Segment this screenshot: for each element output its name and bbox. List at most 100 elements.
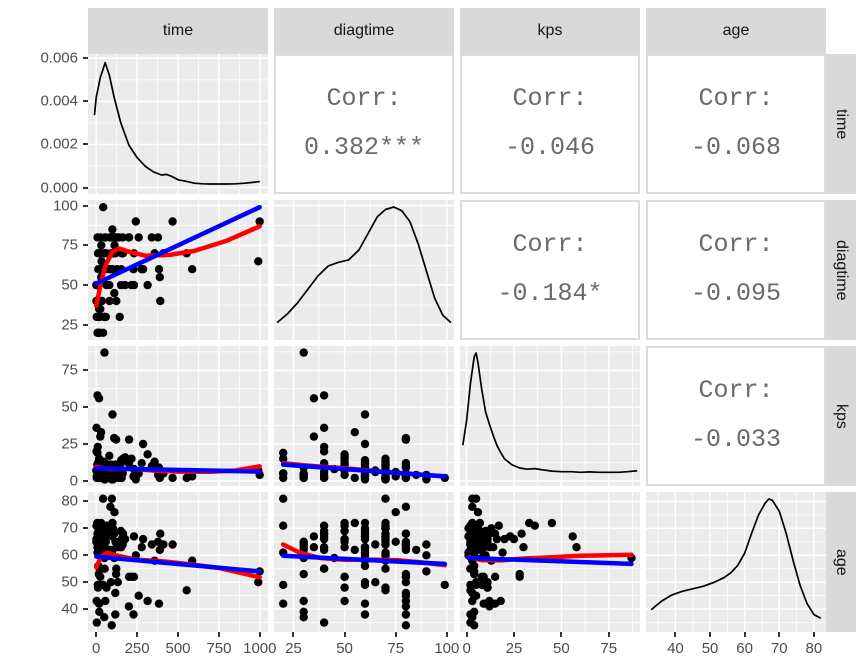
corr-label: Corr:	[512, 84, 588, 114]
density-plot-svg	[274, 200, 454, 340]
panel-density-age	[646, 492, 826, 632]
y-tick-mark	[83, 100, 88, 103]
y-tick-label: 25	[61, 435, 78, 453]
y-tick-mark	[83, 500, 88, 503]
y-tick-mark	[83, 369, 88, 372]
x-tick-mark	[709, 632, 712, 637]
x-tick-label: 0	[92, 640, 101, 657]
panel-corr-time-age: Corr: -0.068	[646, 54, 826, 194]
scatter-plot-svg	[274, 492, 454, 632]
x-tick-label: 40	[667, 640, 684, 657]
y-tick-label: 100	[52, 197, 78, 215]
y-tick-label: 60	[61, 546, 78, 564]
x-tick-label: 50	[553, 640, 570, 657]
x-tick-mark	[343, 632, 346, 637]
density-plot-svg	[460, 346, 640, 486]
panel-scatter-kps-vs-diagtime	[274, 346, 454, 486]
y-tick-label: 70	[61, 519, 78, 537]
y-axis-diagtime: 25 50 75 100	[0, 197, 88, 340]
x-tick-label: 60	[736, 640, 753, 657]
scatter-plot-svg	[88, 492, 268, 632]
y-tick-label: 0.004	[40, 92, 78, 110]
y-tick-mark	[83, 323, 88, 326]
panel-scatter-kps-vs-time	[88, 346, 268, 486]
y-tick-label: 50	[61, 398, 78, 416]
y-axis-time-density: 0.000 0.002 0.004 0.006	[0, 50, 88, 196]
corr-label: Corr:	[698, 84, 774, 114]
scatter-plot-svg	[274, 346, 454, 486]
row-strip-diagtime: diagtime	[826, 200, 856, 340]
x-tick-mark	[95, 632, 98, 637]
y-tick-mark	[83, 284, 88, 287]
corr-value: -0.095	[690, 279, 781, 308]
row-strip-age: age	[826, 492, 856, 632]
y-tick-mark	[83, 406, 88, 409]
panel-corr-time-kps: Corr: -0.046	[460, 54, 640, 194]
scatter-plot-svg	[460, 492, 640, 632]
corr-value: 0.382***	[303, 133, 425, 162]
x-tick-mark	[292, 632, 295, 637]
corr-value: -0.068	[690, 133, 781, 162]
x-tick-label: 100	[434, 640, 460, 657]
column-strip-time: time	[88, 8, 268, 54]
y-tick-mark	[83, 186, 88, 189]
column-strip-diagtime: diagtime	[274, 8, 454, 54]
panel-scatter-age-vs-kps	[460, 492, 640, 632]
x-tick-mark	[465, 632, 468, 637]
x-tick-label: 500	[165, 640, 191, 657]
y-tick-label: 25	[61, 316, 78, 334]
y-tick-label: 75	[61, 361, 78, 379]
x-tick-mark	[177, 632, 179, 637]
row-strip-kps: kps	[826, 346, 856, 486]
x-tick-label: 750	[206, 640, 232, 657]
x-tick-mark	[560, 632, 563, 637]
panel-scatter-age-vs-time	[88, 492, 268, 632]
x-tick-label: 25	[285, 640, 302, 657]
y-tick-label: 0	[69, 472, 78, 490]
y-tick-label: 0.006	[40, 49, 78, 67]
panel-corr-kps-age: Corr: -0.033	[646, 346, 826, 486]
y-tick-mark	[83, 443, 88, 445]
x-tick-mark	[743, 632, 746, 637]
x-axis-kps: 0 25 50 75	[460, 632, 640, 668]
x-tick-mark	[778, 632, 781, 637]
corr-value: -0.033	[690, 425, 781, 454]
column-strip-kps: kps	[460, 8, 640, 54]
x-axis-diagtime: 25 50 75 100	[274, 632, 459, 668]
y-tick-mark	[83, 143, 88, 146]
y-axis-age: 40 50 60 70 80	[0, 492, 88, 632]
panel-density-diagtime	[274, 200, 454, 340]
x-tick-mark	[217, 632, 220, 637]
corr-label: Corr:	[326, 84, 402, 114]
x-tick-mark	[445, 632, 448, 637]
x-axis-time: 0 250 500 750 1000	[88, 632, 277, 668]
corr-value: -0.184*	[497, 279, 603, 308]
x-tick-label: 25	[505, 640, 523, 657]
x-tick-mark	[812, 632, 815, 637]
density-plot-svg	[88, 54, 268, 194]
x-axis-age: 40 50 60 70 80	[646, 632, 826, 668]
panel-scatter-diagtime-vs-time	[88, 200, 268, 340]
y-tick-mark	[83, 581, 88, 584]
x-tick-label: 75	[387, 640, 405, 657]
row-strip-time: time	[826, 54, 856, 194]
y-tick-label: 75	[61, 236, 78, 254]
x-tick-mark	[394, 632, 397, 637]
y-tick-label: 80	[61, 492, 78, 510]
scatter-plot-svg	[88, 200, 268, 340]
corr-label: Corr:	[698, 230, 774, 260]
y-axis-kps: 0 25 50 75	[0, 346, 88, 490]
x-tick-label: 50	[701, 640, 719, 657]
x-tick-label: 250	[124, 640, 150, 657]
x-tick-mark	[513, 632, 515, 637]
density-plot-svg	[646, 492, 826, 632]
panel-density-time	[88, 54, 268, 194]
y-tick-mark	[83, 204, 88, 207]
x-tick-label: 70	[770, 640, 788, 657]
panel-scatter-age-vs-diagtime	[274, 492, 454, 632]
x-tick-label: 1000	[243, 640, 277, 657]
x-tick-label: 0	[462, 640, 471, 657]
corr-label: Corr:	[698, 376, 774, 406]
x-tick-label: 50	[336, 640, 353, 657]
